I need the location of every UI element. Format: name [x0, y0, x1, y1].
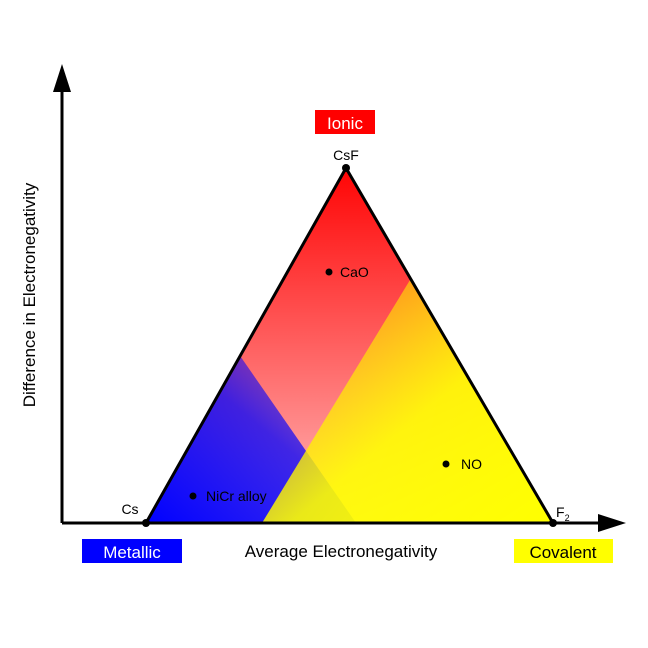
ionic-badge-bg: [315, 110, 375, 134]
axes: [53, 64, 626, 532]
vertex-f2-label: F2: [556, 504, 570, 523]
covalent-badge: Covalent: [514, 539, 613, 563]
vertex-f2-base: F: [556, 504, 565, 520]
point-cao-dot: [325, 268, 333, 276]
y-axis-label: Difference in Electronegativity: [20, 182, 39, 407]
point-nicr-label: NiCr alloy: [206, 488, 267, 504]
point-nicr-dot: [189, 492, 197, 500]
x-axis-label: Average Electronegativity: [245, 542, 438, 561]
metallic-badge-bg: [82, 539, 182, 563]
vertex-csf-dot: [342, 164, 350, 172]
vertex-f2-subscript: 2: [565, 513, 570, 523]
vertex-cs-dot: [142, 519, 150, 527]
covalent-region: [262, 280, 553, 523]
metallic-badge: Metallic: [82, 539, 182, 563]
ionic-badge-label: Ionic: [327, 114, 363, 133]
vertex-csf-label: CsF: [333, 147, 359, 163]
point-cao-label: CaO: [340, 264, 369, 280]
vertex-cs-label: Cs: [121, 501, 138, 517]
point-no-label: NO: [461, 456, 482, 472]
x-axis-arrowhead: [598, 514, 626, 532]
covalent-badge-bg: [514, 539, 613, 563]
ionic-badge: Ionic: [315, 110, 375, 134]
covalent-badge-label: Covalent: [529, 543, 596, 562]
y-axis-arrowhead: [53, 64, 71, 92]
metallic-badge-label: Metallic: [103, 543, 161, 562]
point-no-dot: [442, 460, 450, 468]
vertex-f2-dot: [549, 519, 557, 527]
triangle-fill: [146, 168, 553, 523]
